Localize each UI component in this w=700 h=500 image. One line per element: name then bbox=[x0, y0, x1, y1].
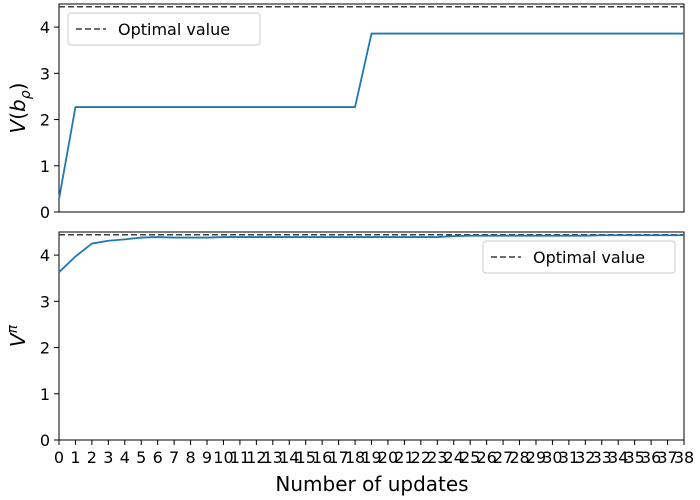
y-tick-label: 3 bbox=[40, 64, 50, 83]
x-tick-label: 0 bbox=[54, 448, 64, 467]
x-tick-label: 2 bbox=[87, 448, 97, 467]
y-tick-label: 0 bbox=[40, 203, 50, 222]
x-tick-label: 28 bbox=[509, 448, 529, 467]
legend-label: Optimal value bbox=[533, 248, 645, 267]
x-tick-label: 18 bbox=[345, 448, 365, 467]
legend-label: Optimal value bbox=[118, 20, 230, 39]
x-tick-label: 22 bbox=[411, 448, 431, 467]
x-tick-label: 9 bbox=[202, 448, 212, 467]
x-tick-label: 8 bbox=[185, 448, 195, 467]
x-tick-label: 14 bbox=[279, 448, 299, 467]
legend-box bbox=[482, 240, 676, 274]
x-tick-label: 1 bbox=[70, 448, 80, 467]
y-tick-label: 2 bbox=[40, 339, 50, 358]
x-tick-label: 29 bbox=[526, 448, 546, 467]
y-tick-label: 1 bbox=[40, 157, 50, 176]
series-line bbox=[58, 32, 684, 200]
legend: Optimal value bbox=[67, 12, 261, 46]
y-tick-label: 2 bbox=[40, 111, 50, 130]
y-axis-title: Vπ bbox=[5, 324, 30, 347]
x-tick-label: 35 bbox=[624, 448, 644, 467]
x-tick-label: 23 bbox=[427, 448, 447, 467]
x-tick-label: 16 bbox=[312, 448, 332, 467]
y-tick-label: 4 bbox=[40, 246, 50, 265]
x-tick-label: 32 bbox=[575, 448, 595, 467]
x-tick-label: 25 bbox=[460, 448, 480, 467]
x-tick-label: 15 bbox=[296, 448, 316, 467]
series-line bbox=[58, 234, 684, 273]
legend-box bbox=[67, 12, 261, 46]
panel-top-v-b-rho: 0 1 2 3 4 V(bρ) Optimal value bbox=[6, 3, 685, 222]
x-tick-label: 38 bbox=[674, 448, 694, 467]
x-tick-label: 34 bbox=[608, 448, 628, 467]
x-tick-label: 7 bbox=[169, 448, 179, 467]
x-tick-label: 11 bbox=[230, 448, 250, 467]
y-tick-label: 1 bbox=[40, 385, 50, 404]
x-tick-label: 31 bbox=[559, 448, 579, 467]
x-tick-label: 36 bbox=[641, 448, 661, 467]
x-tick-label: 12 bbox=[246, 448, 266, 467]
x-tick-label: 17 bbox=[328, 448, 348, 467]
x-axis-title: Number of updates bbox=[275, 472, 468, 496]
y-tick-label: 0 bbox=[40, 431, 50, 450]
y-tick-label: 4 bbox=[40, 18, 50, 37]
legend: Optimal value bbox=[482, 240, 676, 274]
x-tick-label: 6 bbox=[153, 448, 163, 467]
y-axis-title: V(bρ) bbox=[6, 83, 34, 134]
x-tick-label: 33 bbox=[592, 448, 612, 467]
x-tick-label: 21 bbox=[394, 448, 414, 467]
x-tick-label: 20 bbox=[378, 448, 398, 467]
x-tick-label: 26 bbox=[476, 448, 496, 467]
axes-frame bbox=[58, 3, 685, 213]
x-tick-label: 10 bbox=[213, 448, 233, 467]
y-tick-label: 3 bbox=[40, 292, 50, 311]
x-tick-label: 4 bbox=[120, 448, 130, 467]
x-tick-label: 30 bbox=[542, 448, 562, 467]
x-tick-label: 27 bbox=[493, 448, 513, 467]
x-tick-label: 37 bbox=[657, 448, 677, 467]
x-tick-label: 19 bbox=[361, 448, 381, 467]
x-tick-label: 3 bbox=[103, 448, 113, 467]
x-tick-label: 24 bbox=[444, 448, 464, 467]
x-tick-label: 5 bbox=[136, 448, 146, 467]
x-tick-label: 13 bbox=[263, 448, 283, 467]
